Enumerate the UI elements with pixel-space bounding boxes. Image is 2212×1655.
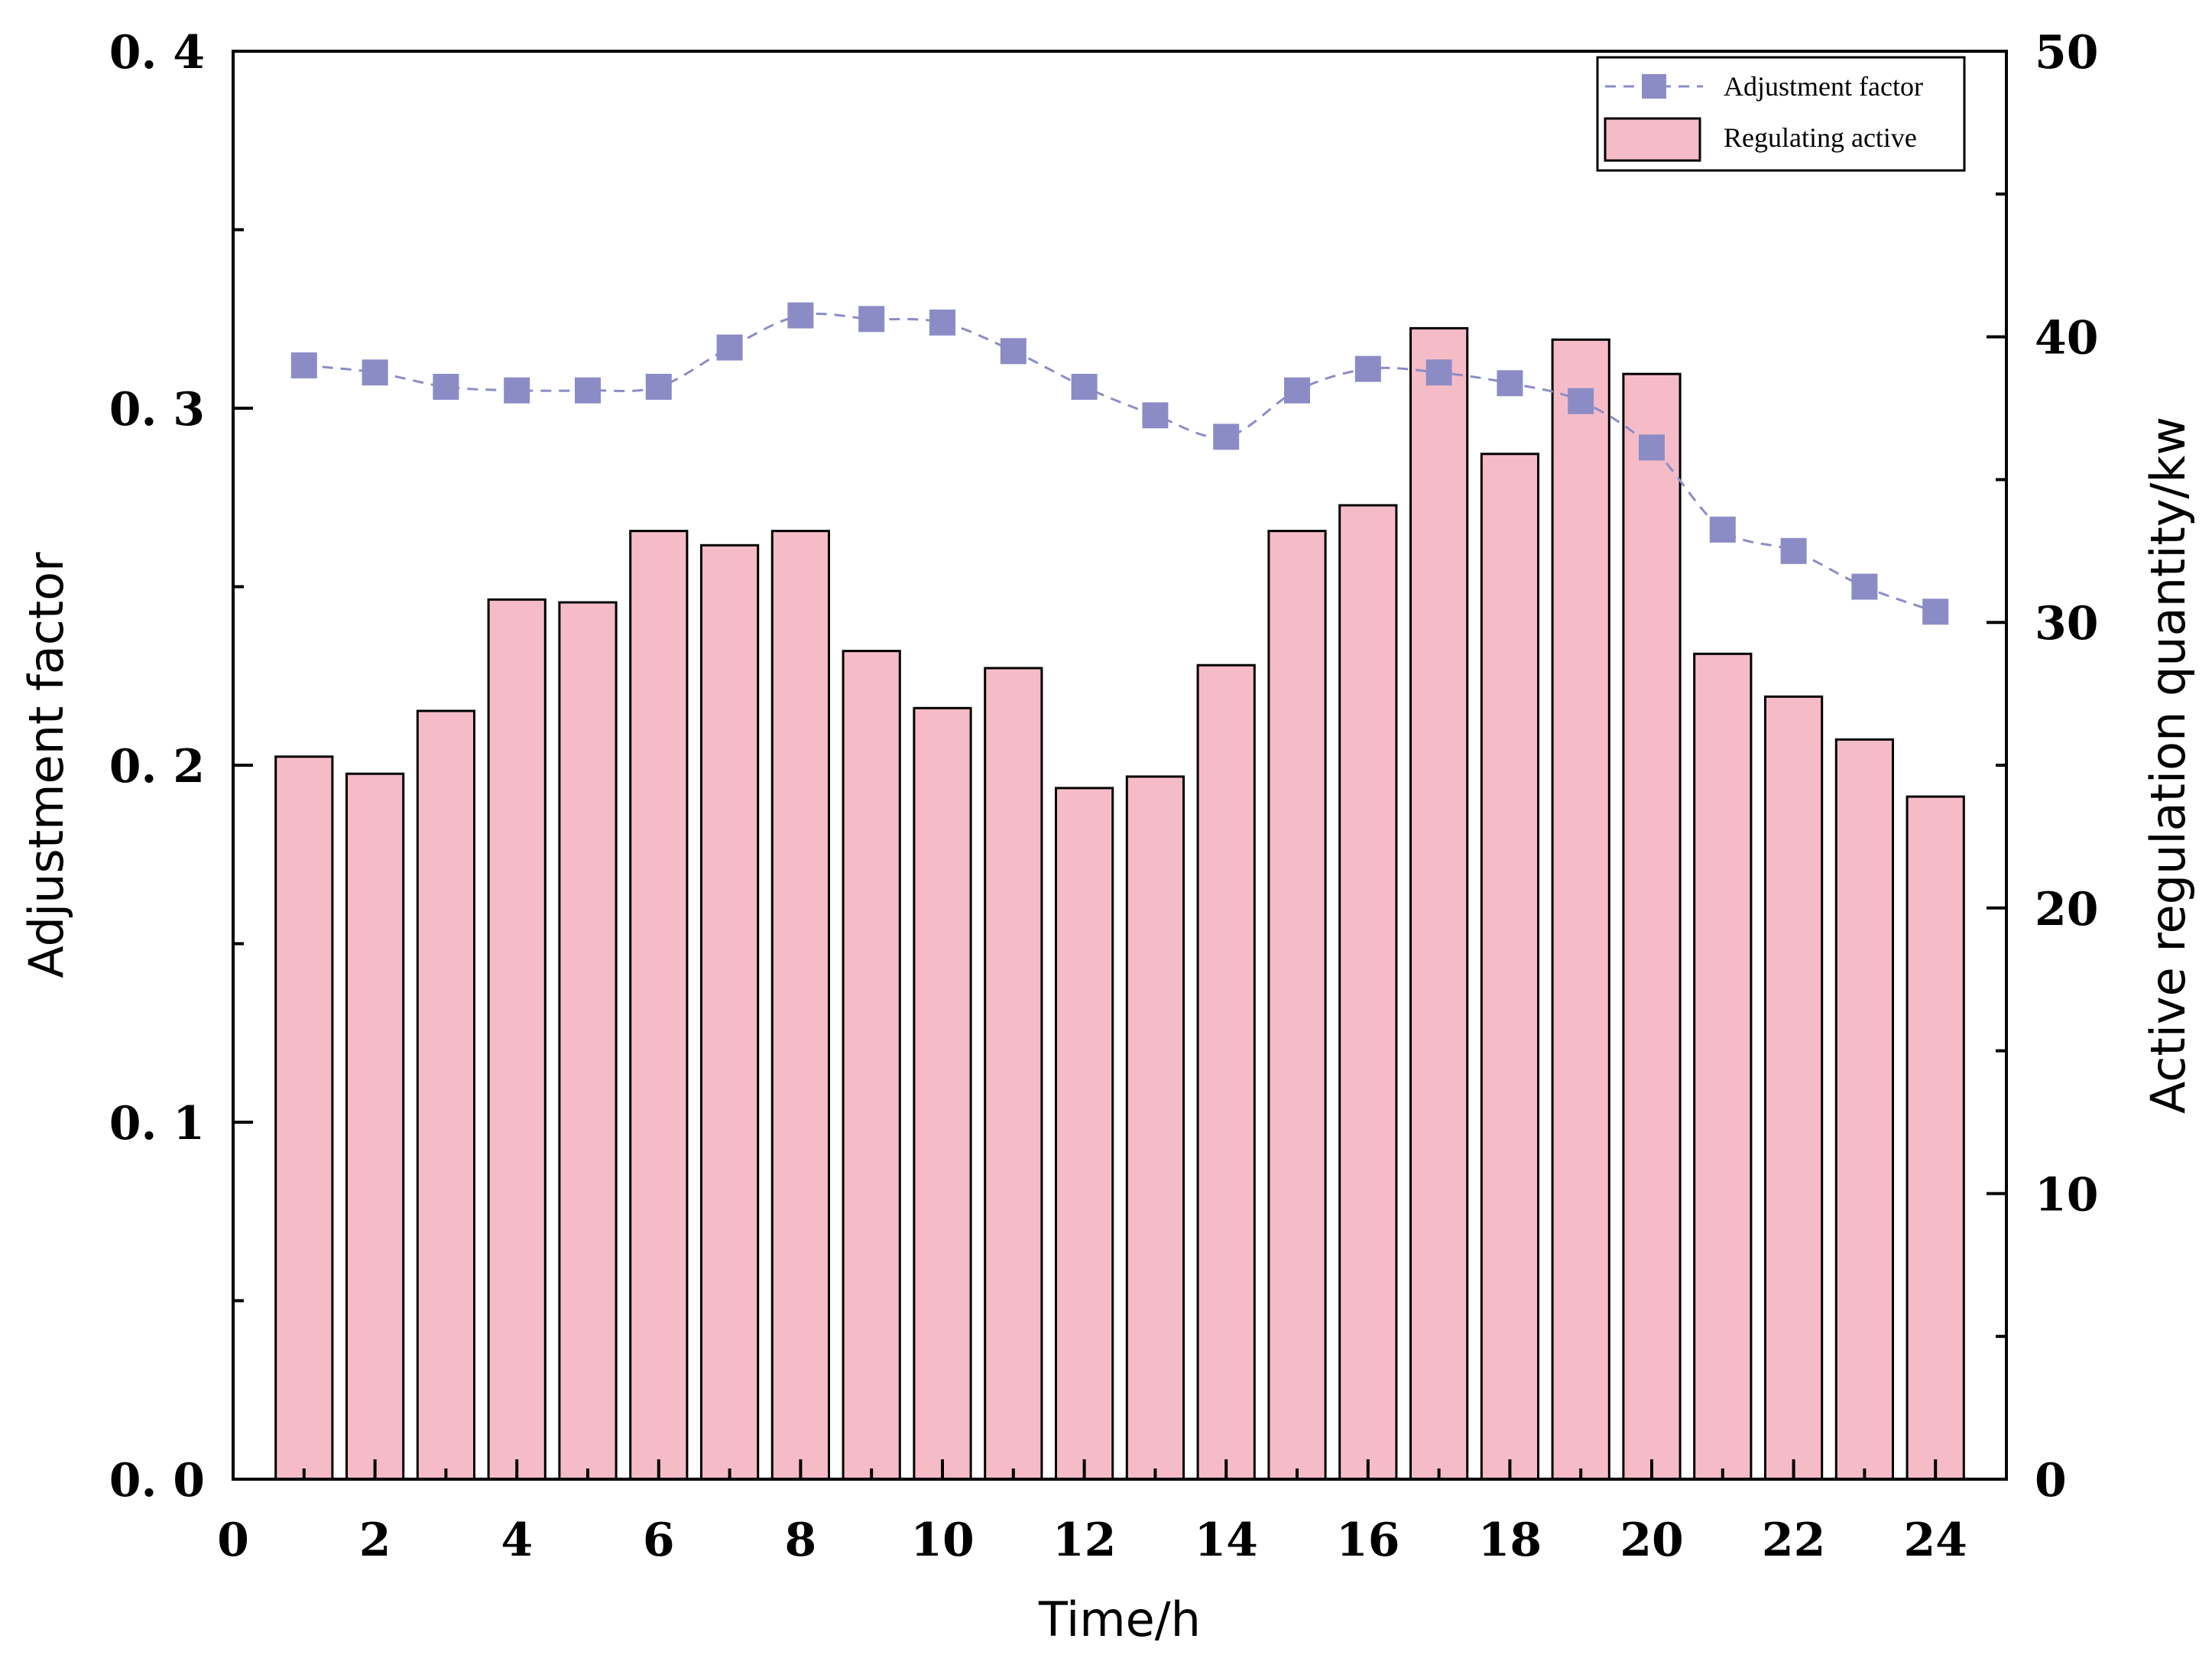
x-tick-label-2: 2 — [359, 1514, 391, 1567]
x-axis-title: Time/h — [1038, 1592, 1201, 1647]
adjustment-factor-point-t8 — [787, 302, 814, 329]
bars-layer — [274, 326, 1965, 1481]
adjustment-factor-point-t13 — [1142, 402, 1169, 429]
bar-t10 — [913, 706, 972, 1481]
bar-t12 — [1055, 787, 1114, 1481]
bar-t14 — [1196, 664, 1256, 1481]
bar-t13 — [1125, 775, 1185, 1481]
bar-t16 — [1338, 504, 1398, 1481]
adjustment-factor-point-t12 — [1071, 374, 1098, 400]
y-right-tick-label-2: 20 — [2035, 883, 2099, 936]
legend-bar-sample — [1604, 117, 1701, 162]
bar-t19 — [1551, 338, 1610, 1481]
x-tick-label-22: 22 — [1762, 1514, 1826, 1567]
bar-t3 — [416, 709, 475, 1481]
adjustment-factor-point-t5 — [575, 377, 601, 404]
y-right-tick-label-3: 30 — [2035, 597, 2099, 651]
x-tick-label-24: 24 — [1903, 1514, 1967, 1567]
y-right-tick-label-5: 50 — [2035, 26, 2099, 80]
adjustment-factor-point-t10 — [929, 309, 955, 336]
y-left-tick-label-4: 0. 4 — [109, 26, 205, 80]
x-tick-label-0: 0 — [217, 1514, 249, 1567]
adjustment-factor-point-t17 — [1425, 359, 1452, 386]
adjustment-factor-point-t7 — [716, 334, 743, 361]
bar-t11 — [984, 667, 1043, 1481]
adjustment-factor-point-t18 — [1497, 370, 1523, 397]
line-layer — [290, 302, 1949, 625]
adjustment-factor-point-t2 — [362, 359, 388, 386]
adjustment-factor-point-t15 — [1284, 377, 1310, 404]
x-tick-label-12: 12 — [1052, 1514, 1117, 1567]
x-tick-label-18: 18 — [1478, 1514, 1542, 1567]
adjustment-factor-point-t22 — [1780, 537, 1807, 564]
adjustment-factor-point-t23 — [1851, 573, 1878, 600]
adjustment-factor-point-t21 — [1709, 516, 1736, 543]
bar-t21 — [1693, 652, 1753, 1481]
bar-t5 — [558, 601, 618, 1481]
y-left-tick-label-0: 0. 0 — [109, 1454, 205, 1507]
x-tick-label-4: 4 — [501, 1514, 533, 1567]
adjustment-factor-point-t6 — [645, 374, 672, 400]
y-left-axis-title: Adjustment factor — [18, 552, 74, 978]
bar-t15 — [1267, 530, 1327, 1481]
y-right-tick-label-4: 40 — [2035, 312, 2099, 365]
bar-t7 — [700, 544, 760, 1481]
bar-t23 — [1834, 738, 1895, 1481]
x-tick-label-16: 16 — [1336, 1514, 1400, 1567]
bar-t18 — [1480, 453, 1540, 1481]
adjustment-factor-point-t11 — [1000, 338, 1027, 365]
adjustment-factor-point-t14 — [1213, 423, 1240, 450]
y-left-tick-label-3: 0. 3 — [109, 383, 205, 436]
x-tick-label-6: 6 — [643, 1514, 675, 1567]
bar-t24 — [1905, 795, 1965, 1481]
adjustment-factor-point-t19 — [1568, 388, 1594, 414]
adjustment-factor-point-t3 — [433, 374, 459, 400]
bar-t8 — [770, 530, 830, 1481]
adjustment-factor-line — [303, 313, 1936, 613]
y-left-tick-label-1: 0. 1 — [109, 1097, 205, 1150]
adjustment-factor-point-t4 — [504, 377, 530, 404]
bar-t2 — [345, 772, 405, 1481]
y-left-tick-label-2: 0. 2 — [109, 740, 205, 793]
y-right-tick-label-0: 0 — [2035, 1454, 2067, 1507]
legend: Adjustment factor Regulating active — [1596, 56, 1966, 172]
x-tick-label-20: 20 — [1620, 1514, 1684, 1567]
bar-t22 — [1764, 695, 1824, 1481]
bar-t9 — [842, 650, 901, 1481]
legend-marker-sample — [1642, 74, 1666, 99]
legend-label-regulating-active: Regulating active — [1724, 122, 1917, 153]
bar-t17 — [1409, 326, 1469, 1481]
adjustment-factor-point-t9 — [858, 306, 885, 333]
bar-t1 — [274, 755, 334, 1481]
bar-t6 — [629, 530, 689, 1481]
adjustment-factor-point-t1 — [290, 352, 317, 378]
x-tick-label-14: 14 — [1194, 1514, 1258, 1567]
y-right-axis-title: Active regulation quantity/kw — [2140, 417, 2196, 1114]
ticks-layer — [232, 50, 2008, 1481]
adjustment-factor-point-t20 — [1639, 434, 1665, 461]
adjustment-factor-point-t16 — [1354, 355, 1381, 382]
legend-label-adjustment-factor: Adjustment factor — [1724, 71, 1923, 102]
x-tick-label-8: 8 — [785, 1514, 817, 1567]
adjustment-factor-point-t24 — [1922, 599, 1949, 625]
bar-t20 — [1622, 372, 1682, 1481]
y-right-tick-label-1: 10 — [2035, 1168, 2099, 1222]
bar-t4 — [487, 598, 547, 1481]
x-tick-label-10: 10 — [910, 1514, 975, 1567]
labels-layer: 0 2 4 6 8 10 12 14 16 18 20 22 240. 00. 10. 20. 30. … — [109, 26, 2099, 1567]
